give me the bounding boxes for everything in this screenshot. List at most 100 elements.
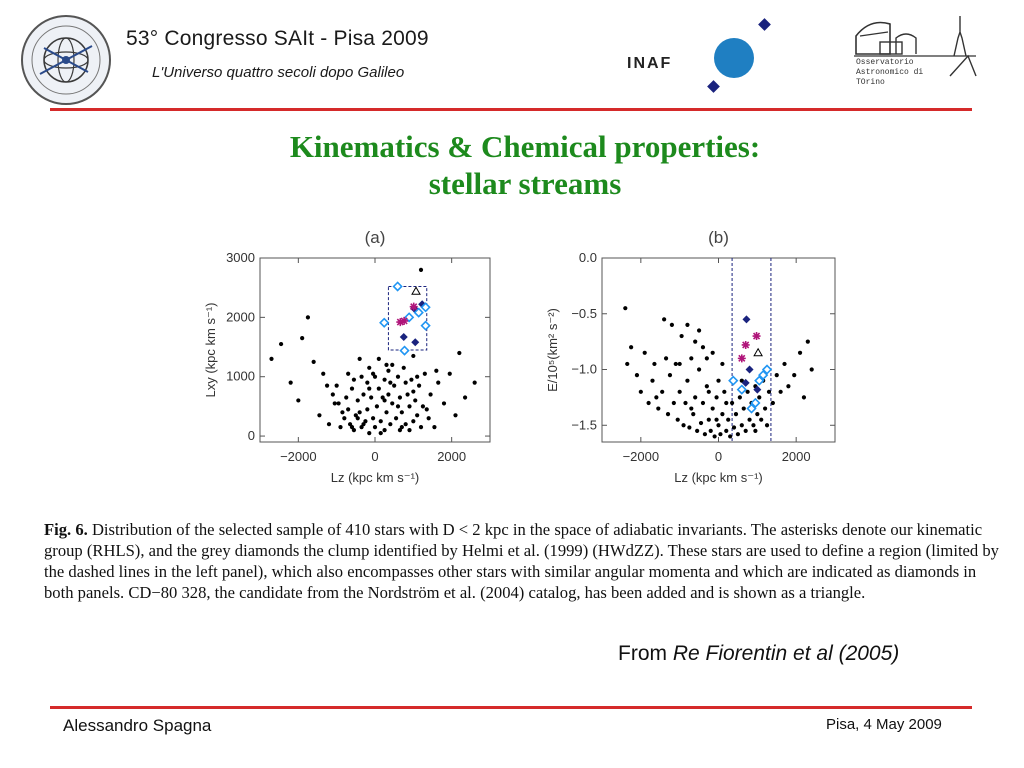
data-point — [702, 432, 708, 437]
data-point — [801, 395, 807, 400]
data-point — [349, 425, 355, 430]
data-point — [728, 434, 733, 439]
data-point — [673, 361, 678, 367]
data-point — [288, 380, 293, 385]
observatory-line-1: Osservatorio — [856, 58, 914, 67]
data-point — [634, 372, 640, 378]
slide-title-line-2: stellar streams — [428, 166, 622, 201]
data-point — [462, 395, 468, 400]
observatory-logo — [854, 16, 977, 77]
data-point — [700, 400, 706, 406]
data-point — [675, 417, 680, 422]
data-point — [422, 371, 427, 376]
data-point — [353, 413, 358, 418]
data-point — [296, 398, 301, 403]
diamond-marker — [741, 378, 750, 387]
data-point — [428, 392, 433, 397]
data-point — [344, 395, 349, 400]
data-point — [691, 412, 696, 417]
data-point — [724, 428, 729, 433]
data-point — [671, 400, 676, 406]
diamond-marker — [742, 315, 751, 324]
data-point — [359, 374, 364, 379]
data-point — [625, 361, 630, 367]
data-point — [755, 412, 760, 417]
open-diamond-marker — [754, 375, 765, 386]
data-point — [650, 378, 655, 383]
data-point — [718, 432, 723, 437]
data-point — [737, 395, 742, 400]
data-point — [370, 371, 376, 376]
data-point — [321, 371, 326, 376]
data-point — [403, 380, 408, 385]
observatory-line-2: Astronomico di — [856, 68, 924, 77]
x-tick-label: 0 — [715, 449, 722, 464]
open-diamond-marker — [392, 281, 403, 292]
data-point — [342, 416, 347, 421]
data-point — [726, 417, 731, 422]
data-point — [300, 336, 305, 341]
data-point — [735, 432, 741, 437]
data-point — [372, 374, 378, 379]
y-tick-label: 0 — [248, 428, 255, 443]
open-diamond-marker — [761, 364, 773, 375]
data-point — [426, 416, 431, 421]
data-point — [696, 328, 702, 333]
data-point — [367, 430, 372, 436]
data-point — [770, 400, 775, 406]
conference-title: 53° Congresso SAIt - Pisa 2009 — [126, 27, 429, 50]
y-axis-label: E/10⁵(km² s⁻²) — [545, 308, 560, 392]
data-point — [334, 383, 339, 388]
data-point — [369, 395, 374, 400]
data-point — [372, 425, 378, 430]
diamond-marker — [745, 365, 754, 374]
x-tick-label: 0 — [371, 449, 378, 464]
data-point — [409, 377, 414, 382]
data-point — [355, 416, 360, 421]
data-point — [382, 428, 387, 433]
open-diamond-marker — [413, 307, 424, 318]
sait-logo — [21, 15, 111, 105]
data-point — [395, 374, 401, 379]
data-point — [687, 425, 692, 430]
data-point — [424, 407, 429, 412]
reference-citation: Re Fiorentin et al (2005) — [672, 642, 900, 665]
data-point — [805, 339, 810, 344]
open-diamond-marker — [758, 369, 769, 381]
data-point — [741, 406, 746, 411]
data-point — [745, 389, 750, 394]
conference-subtitle: L'Universo quattro secoli dopo Galileo — [152, 64, 405, 81]
data-point — [432, 425, 437, 430]
data-point — [704, 356, 709, 361]
data-point — [714, 395, 719, 400]
data-point — [434, 368, 439, 373]
figure-label: Fig. 6. — [44, 520, 88, 539]
reference-note: From Re Fiorentin et al (2005) — [618, 642, 899, 666]
data-point — [415, 374, 420, 379]
data-point — [357, 410, 362, 415]
triangle-marker — [753, 347, 763, 357]
data-point — [415, 413, 420, 418]
data-point — [374, 404, 380, 409]
data-point — [357, 356, 362, 362]
data-point — [420, 404, 426, 409]
data-point — [708, 428, 713, 433]
data-point — [629, 345, 634, 350]
chart-panel-b: (b) −2000 0 2000 0.0 −0.5 −1.0 −1.5 Lz (kpc km s… — [545, 228, 836, 485]
data-point — [753, 428, 758, 433]
data-point — [774, 372, 779, 378]
data-point — [646, 400, 651, 406]
data-point — [710, 406, 715, 411]
data-point — [654, 395, 659, 400]
data-point — [792, 372, 797, 378]
asterisk-marker — [737, 354, 746, 363]
open-diamond-marker — [736, 384, 747, 395]
data-point — [365, 407, 370, 412]
data-point — [390, 362, 395, 367]
figure-caption: Fig. 6. Distribution of the selected sam… — [44, 519, 1002, 603]
data-point — [693, 395, 698, 400]
data-point — [269, 356, 274, 362]
data-point — [663, 356, 669, 361]
data-point — [351, 377, 357, 382]
data-point — [397, 428, 403, 433]
